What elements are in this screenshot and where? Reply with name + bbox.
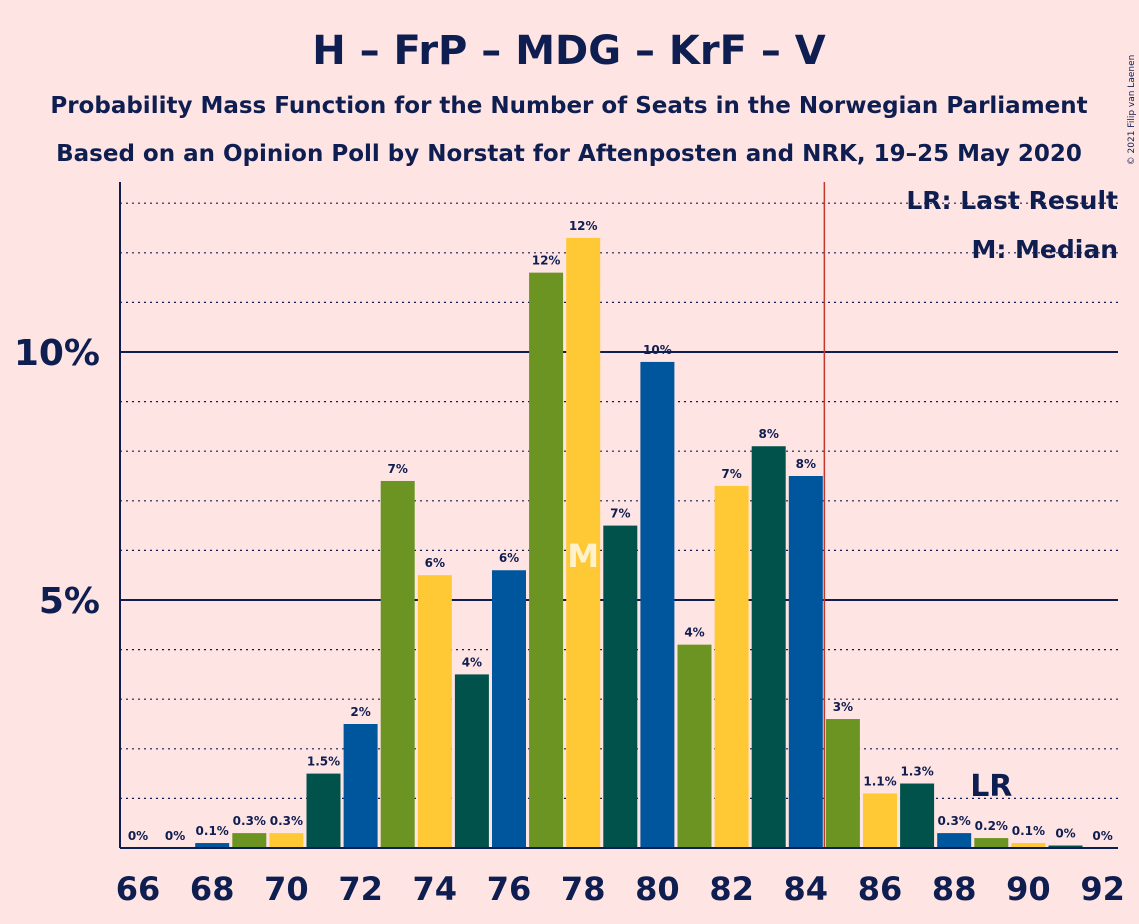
median-marker: M [567, 537, 599, 575]
x-tick-label: 76 [487, 870, 532, 908]
bar-label-83: 8% [759, 427, 779, 441]
bar-label-79: 7% [610, 507, 630, 521]
bar-88 [937, 833, 972, 848]
bar-74 [417, 575, 452, 848]
bar-label-89: 0.2% [975, 819, 1008, 833]
bar-82 [714, 485, 749, 848]
bar-label-81: 4% [684, 626, 704, 640]
bar-68 [195, 843, 230, 848]
legend-median: M: Median [971, 235, 1118, 264]
x-tick-label: 66 [116, 870, 161, 908]
bar-86 [863, 793, 897, 848]
bar-label-87: 1.3% [900, 765, 933, 779]
bar-89 [974, 838, 1009, 848]
bar-label-66: 0% [128, 829, 148, 843]
bar-75 [454, 674, 489, 848]
bar-label-76: 6% [499, 551, 519, 565]
bar-69 [232, 833, 267, 848]
bar-79 [603, 525, 638, 848]
x-tick-label: 90 [1006, 870, 1051, 908]
copyright-text: © 2021 Filip van Laenen [1127, 55, 1137, 166]
bar-label-69: 0.3% [233, 814, 266, 828]
bar-label-70: 0.3% [270, 814, 303, 828]
y-axis: 5% 10% [14, 182, 121, 848]
bar-label-80: 10% [643, 343, 672, 357]
x-tick-label: 84 [784, 870, 829, 908]
x-tick-label: 88 [932, 870, 977, 908]
bar-label-77: 12% [532, 254, 561, 268]
bar-90 [1011, 843, 1046, 848]
x-tick-label: 72 [338, 870, 383, 908]
last-result-marker: LR [970, 769, 1012, 804]
bar-label-92: 0% [1092, 829, 1112, 843]
x-tick-label: 68 [190, 870, 235, 908]
bar-87 [900, 783, 935, 848]
chart-subtitle-2: Based on an Opinion Poll by Norstat for … [56, 141, 1082, 167]
bar-label-73: 7% [388, 462, 408, 476]
x-tick-label: 78 [561, 870, 606, 908]
bar-91 [1048, 845, 1083, 848]
bar-label-78: 12% [569, 219, 598, 233]
overlays: M LR [567, 182, 1012, 848]
bar-78 [566, 237, 601, 849]
chart-title: H – FrP – MDG – KrF – V [312, 28, 826, 74]
y-tick-label: 10% [14, 333, 100, 374]
legend-last-result: LR: Last Result [906, 186, 1118, 215]
chart-subtitle-1: Probability Mass Function for the Number… [50, 93, 1087, 119]
x-tick-label: 92 [1080, 870, 1125, 908]
bar-label-91: 0% [1055, 827, 1075, 841]
bar-label-74: 6% [425, 556, 445, 570]
y-tick-label: 5% [39, 581, 100, 622]
bar-70 [269, 833, 304, 848]
bar-label-67: 0% [165, 829, 185, 843]
x-tick-label: 70 [264, 870, 309, 908]
x-tick-label: 80 [635, 870, 680, 908]
bar-83 [751, 446, 786, 848]
bar-label-71: 1.5% [307, 755, 340, 769]
bar-label-72: 2% [350, 705, 370, 719]
bar-72 [343, 724, 378, 848]
bar-71 [306, 773, 341, 848]
x-tick-label: 82 [709, 870, 754, 908]
bar-84 [788, 476, 823, 848]
bar-77 [529, 272, 564, 848]
bar-80 [640, 361, 675, 848]
bar-81 [677, 644, 712, 848]
bar-label-90: 0.1% [1012, 824, 1045, 838]
bar-label-85: 3% [833, 700, 853, 714]
bar-label-75: 4% [462, 655, 482, 669]
bar-label-84: 8% [796, 457, 816, 471]
x-tick-label: 86 [858, 870, 903, 908]
x-tick-label: 74 [413, 870, 458, 908]
bar-73 [380, 480, 415, 848]
bar-label-82: 7% [721, 467, 741, 481]
bar-76 [492, 570, 526, 848]
bar-85 [825, 719, 860, 848]
bar-label-86: 1.1% [863, 774, 896, 788]
x-axis: 66 68 70 72 74 76 78 80 82 84 86 88 90 92 [116, 847, 1125, 908]
bars: 0% 0% 0.1% 0.3% 0.3% 1.5% 2% 7% 6% 4% 6% 12% 12% 7% 10… [128, 219, 1113, 849]
bar-label-88: 0.3% [938, 814, 971, 828]
bar-label-68: 0.1% [196, 824, 229, 838]
